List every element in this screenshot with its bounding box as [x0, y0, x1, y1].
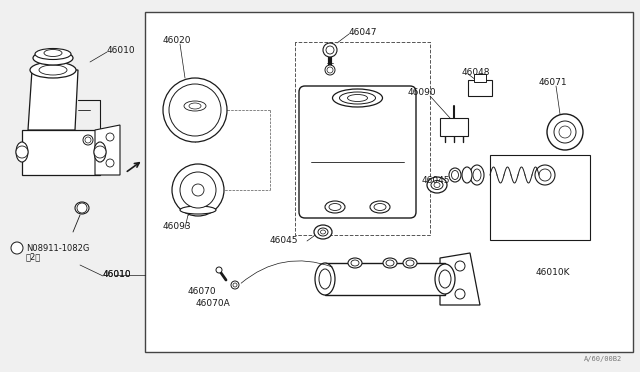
Ellipse shape [94, 142, 106, 162]
Ellipse shape [406, 260, 414, 266]
Text: A/60/00B2: A/60/00B2 [584, 356, 622, 362]
Circle shape [16, 146, 28, 158]
Text: N: N [14, 246, 20, 250]
Circle shape [535, 165, 555, 185]
Ellipse shape [314, 225, 332, 239]
Polygon shape [28, 70, 78, 130]
Ellipse shape [339, 92, 376, 104]
Ellipse shape [435, 264, 455, 294]
Ellipse shape [374, 203, 386, 211]
Circle shape [180, 172, 216, 208]
Text: 46045: 46045 [422, 176, 451, 185]
Bar [474, 74, 486, 82]
Ellipse shape [318, 228, 328, 236]
Text: 46070: 46070 [188, 287, 216, 296]
Circle shape [11, 242, 23, 254]
Circle shape [94, 146, 106, 158]
Bar [490, 155, 590, 240]
Ellipse shape [348, 258, 362, 268]
Polygon shape [440, 253, 480, 305]
Ellipse shape [449, 168, 461, 182]
Circle shape [325, 65, 335, 75]
Circle shape [554, 121, 576, 143]
Text: 46047: 46047 [349, 28, 378, 37]
Polygon shape [22, 130, 100, 175]
Ellipse shape [85, 137, 91, 143]
Circle shape [231, 281, 239, 289]
Ellipse shape [319, 269, 331, 289]
Ellipse shape [431, 180, 443, 189]
Text: 46010: 46010 [107, 46, 136, 55]
Text: N08911-1082G: N08911-1082G [26, 244, 90, 253]
Ellipse shape [33, 51, 73, 65]
Circle shape [106, 133, 114, 141]
Circle shape [192, 184, 204, 196]
Ellipse shape [473, 169, 481, 181]
Circle shape [327, 67, 333, 73]
Ellipse shape [470, 165, 484, 185]
Ellipse shape [35, 48, 71, 60]
Ellipse shape [348, 94, 367, 102]
Text: 46020: 46020 [163, 36, 191, 45]
Ellipse shape [427, 177, 447, 193]
Text: 〈2〉: 〈2〉 [26, 252, 41, 261]
Circle shape [323, 43, 337, 57]
Text: 46070A: 46070A [196, 299, 231, 308]
Bar [325, 263, 445, 295]
Ellipse shape [44, 49, 62, 57]
Circle shape [455, 261, 465, 271]
Ellipse shape [83, 135, 93, 145]
Circle shape [163, 78, 227, 142]
Ellipse shape [30, 62, 76, 78]
Ellipse shape [329, 203, 341, 211]
Circle shape [77, 203, 87, 213]
Ellipse shape [184, 101, 206, 111]
Circle shape [539, 169, 551, 181]
Bar [145, 12, 633, 352]
Text: 46071: 46071 [539, 78, 568, 87]
Ellipse shape [451, 170, 458, 180]
Circle shape [172, 164, 224, 216]
Circle shape [106, 159, 114, 167]
Ellipse shape [439, 270, 451, 288]
Text: 46045: 46045 [270, 236, 298, 245]
Circle shape [559, 126, 571, 138]
Ellipse shape [434, 183, 440, 187]
Ellipse shape [321, 230, 326, 234]
Ellipse shape [370, 201, 390, 213]
Circle shape [326, 46, 334, 54]
Text: 46010K: 46010K [536, 268, 570, 277]
Text: 46048: 46048 [462, 68, 490, 77]
Ellipse shape [325, 201, 345, 213]
Text: 46010: 46010 [103, 270, 132, 279]
Ellipse shape [403, 258, 417, 268]
Polygon shape [95, 125, 120, 175]
Ellipse shape [351, 260, 359, 266]
Ellipse shape [180, 206, 216, 214]
Circle shape [547, 114, 583, 150]
Circle shape [169, 84, 221, 136]
Ellipse shape [16, 142, 28, 162]
Ellipse shape [383, 258, 397, 268]
Text: 46010: 46010 [103, 270, 132, 279]
Ellipse shape [386, 260, 394, 266]
Circle shape [233, 283, 237, 287]
Ellipse shape [75, 202, 89, 214]
Bar [440, 118, 468, 136]
Ellipse shape [462, 167, 472, 183]
Ellipse shape [189, 103, 201, 109]
Ellipse shape [39, 65, 67, 75]
Circle shape [455, 289, 465, 299]
Text: 46093: 46093 [163, 222, 191, 231]
Ellipse shape [315, 263, 335, 295]
Text: 46090: 46090 [408, 88, 436, 97]
Circle shape [216, 267, 222, 273]
Bar [468, 80, 492, 96]
Ellipse shape [333, 89, 383, 107]
FancyBboxPatch shape [299, 86, 416, 218]
